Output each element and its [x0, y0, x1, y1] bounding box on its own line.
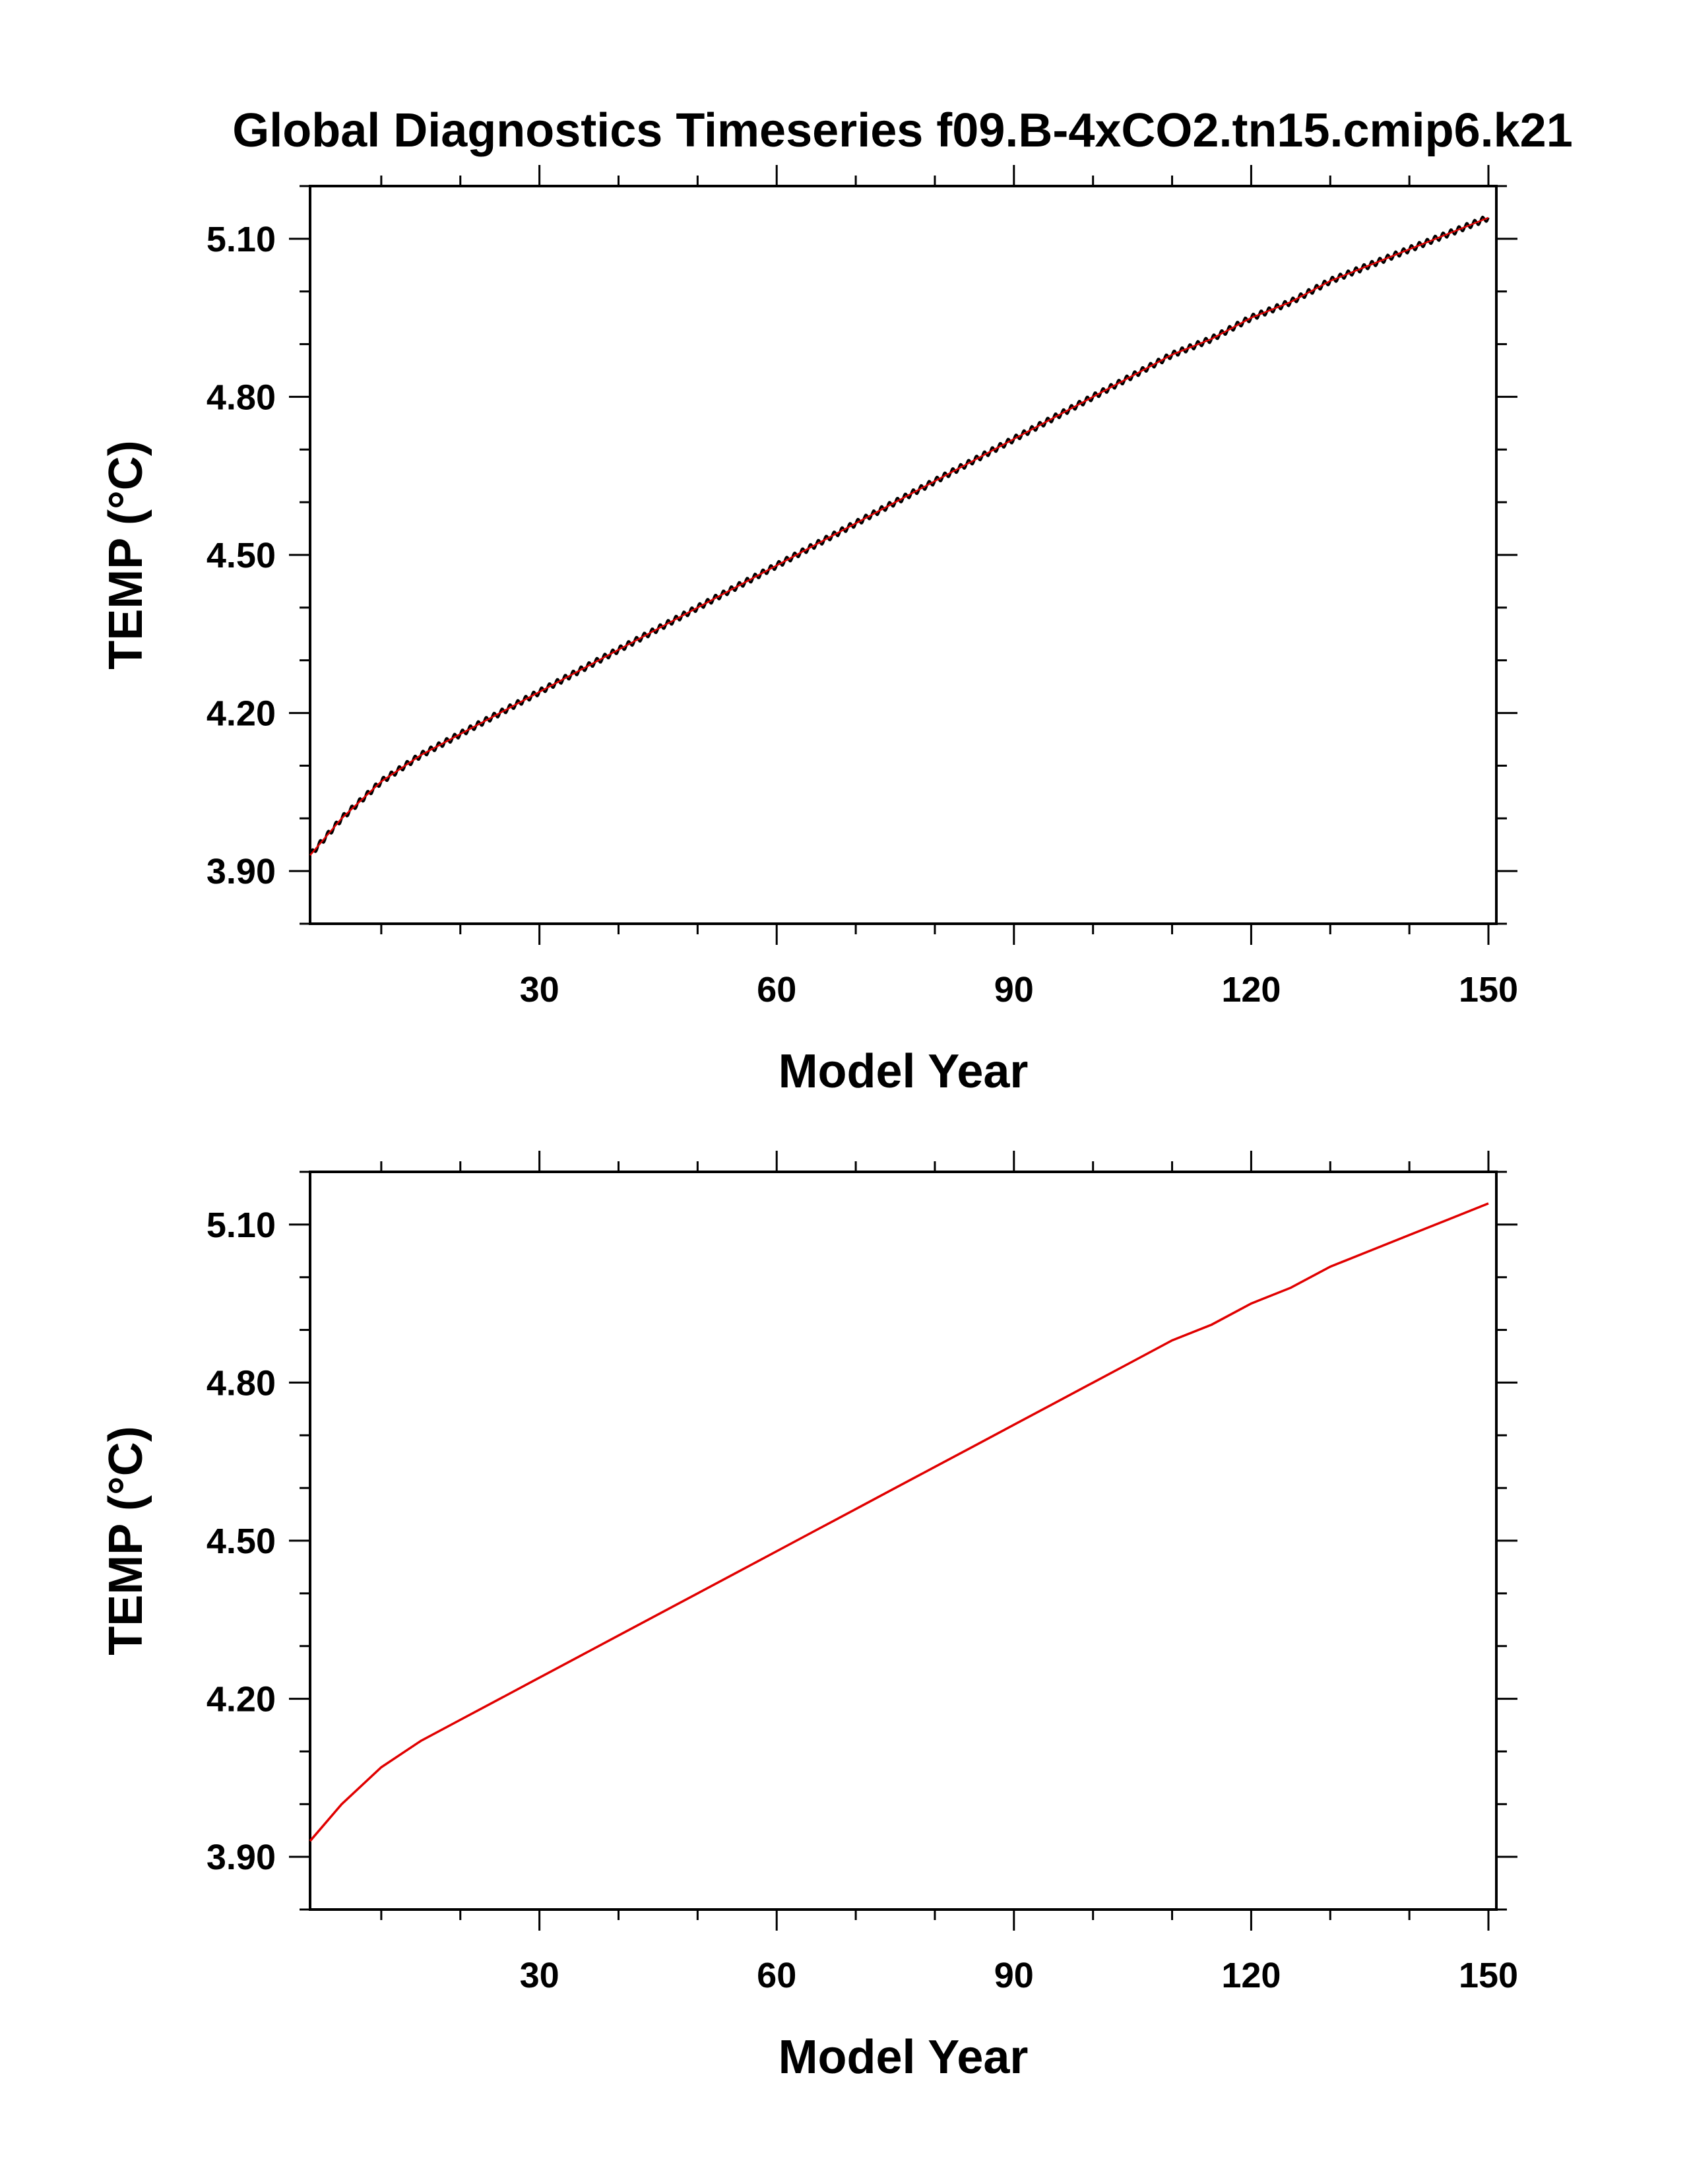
- x-tick-label: 60: [757, 1956, 796, 1995]
- y-tick-label: 4.80: [207, 1363, 276, 1403]
- y-tick-label: 3.90: [207, 852, 276, 891]
- series-line-annual: [309, 216, 1489, 856]
- y-tick-label: 5.10: [207, 220, 276, 259]
- x-tick-label: 120: [1221, 1956, 1281, 1995]
- x-tick-label: 150: [1459, 1956, 1518, 1995]
- x-tick-label: 90: [994, 970, 1034, 1010]
- x-tick-label: 150: [1459, 970, 1518, 1010]
- y-axis-label: TEMP (°C): [100, 1426, 152, 1655]
- y-tick-label: 4.80: [207, 377, 276, 417]
- x-tick-label: 120: [1221, 970, 1281, 1010]
- x-axis-label: Model Year: [779, 1045, 1029, 1098]
- y-tick-label: 4.50: [207, 1522, 276, 1561]
- chart-panel-bottom: 30 60 90 120 150 3.90 4.20 4.50 4.80 5.10 Model Ye…: [100, 1151, 1518, 2084]
- x-axis-label: Model Year: [779, 2031, 1029, 2084]
- x-tick-label: 30: [520, 970, 559, 1010]
- x-tick-label: 60: [757, 970, 796, 1010]
- y-tick-label: 3.90: [207, 1838, 276, 1877]
- x-tick-label: 30: [520, 1956, 559, 1995]
- y-tick-label: 4.20: [207, 694, 276, 734]
- series-line-annual: [309, 1202, 1489, 1842]
- figure-title: Global Diagnostics Timeseries f09.B-4xCO…: [232, 104, 1573, 157]
- y-axis-label: TEMP (°C): [100, 440, 152, 669]
- y-tick-label: 4.20: [207, 1680, 276, 1719]
- x-tick-label: 90: [994, 1956, 1034, 1995]
- chart-panel-top: 30 60 90 120 150 3.90 4.20 4.50 4.80 5.10 Model Ye…: [100, 165, 1518, 1098]
- y-tick-label: 4.50: [207, 536, 276, 575]
- y-tick-label: 5.10: [207, 1205, 276, 1245]
